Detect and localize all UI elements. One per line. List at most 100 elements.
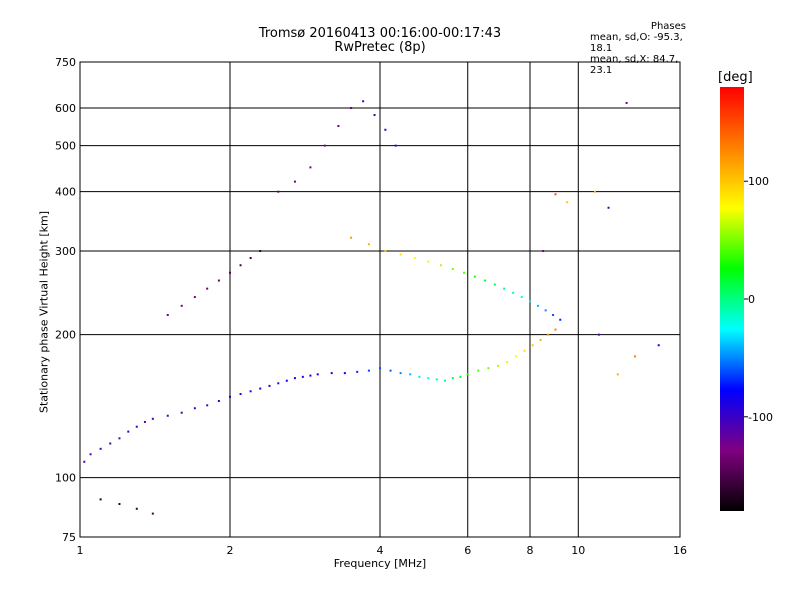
data-point xyxy=(229,271,231,274)
colorbar xyxy=(720,87,744,511)
data-point xyxy=(394,144,397,147)
data-point xyxy=(118,503,121,506)
x-tick-label: 2 xyxy=(227,544,234,557)
data-point xyxy=(259,250,262,253)
data-point xyxy=(544,309,547,312)
data-point xyxy=(451,377,454,380)
x-tick-label: 4 xyxy=(377,544,384,557)
data-point xyxy=(542,250,545,253)
data-point xyxy=(259,387,262,390)
data-point xyxy=(350,107,353,110)
data-point xyxy=(484,279,487,282)
data-point xyxy=(554,328,557,331)
plot-frame xyxy=(79,61,681,538)
data-point xyxy=(309,166,312,169)
phase-stats: Phases mean, sd,O: -95.3, 18.1 mean, sd,… xyxy=(590,21,692,76)
data-point xyxy=(506,361,509,364)
data-point xyxy=(217,400,220,403)
data-point xyxy=(239,264,242,267)
data-point xyxy=(206,287,209,290)
data-point xyxy=(99,498,102,501)
y-tick-label: 100 xyxy=(55,472,76,485)
data-point xyxy=(616,373,619,376)
data-point xyxy=(277,190,280,193)
data-point xyxy=(451,267,454,270)
data-point xyxy=(427,377,430,380)
data-point xyxy=(515,355,518,358)
data-point xyxy=(373,114,376,117)
data-point xyxy=(193,407,196,410)
y-tick-label: 600 xyxy=(55,102,76,115)
chart-title-line-1: Tromsø 20160413 00:16:00-00:17:43 xyxy=(258,26,502,41)
data-point xyxy=(657,344,660,347)
data-point xyxy=(285,379,288,382)
data-point xyxy=(118,437,121,440)
colorbar-tick-label: 0 xyxy=(748,293,755,306)
data-point xyxy=(127,430,130,433)
data-point xyxy=(337,124,340,127)
data-point xyxy=(427,260,430,263)
data-point xyxy=(554,193,557,196)
data-point xyxy=(151,512,154,515)
chart-title-line-2: RwPretec (8p) xyxy=(334,40,426,55)
data-point xyxy=(531,344,534,347)
data-point xyxy=(418,375,421,378)
data-point xyxy=(503,287,506,290)
data-point xyxy=(473,275,476,278)
data-point xyxy=(268,384,271,387)
data-point xyxy=(399,372,402,375)
colorbar-unit: [deg] xyxy=(718,70,753,85)
data-point xyxy=(409,373,412,376)
data-point xyxy=(399,253,402,256)
data-point xyxy=(301,375,304,378)
data-point xyxy=(180,411,183,414)
data-point xyxy=(277,382,280,385)
x-axis-ticks: 1 2 4 6 8 10 16 xyxy=(77,544,688,557)
data-point xyxy=(496,364,499,367)
y-tick-label: 75 xyxy=(62,531,76,544)
data-point xyxy=(593,190,596,193)
x-tick-label: 10 xyxy=(571,544,585,557)
data-point xyxy=(293,180,296,183)
x-tick-label: 6 xyxy=(464,544,471,557)
data-point xyxy=(249,390,252,393)
data-point xyxy=(367,243,370,246)
data-point xyxy=(99,447,102,450)
data-point xyxy=(607,206,610,209)
data-point xyxy=(512,291,515,294)
data-point xyxy=(493,283,496,286)
colorbar-ticks: 100 0 -100 xyxy=(744,175,773,424)
data-point xyxy=(523,349,526,352)
data-point xyxy=(180,304,183,307)
x-tick-label: 1 xyxy=(77,544,84,557)
data-point xyxy=(193,296,196,299)
chart-title: Tromsø 20160413 00:16:00-00:17:43 RwPret… xyxy=(230,27,530,55)
data-point xyxy=(330,372,333,375)
data-point xyxy=(597,333,600,336)
colorbar-tick-label: 100 xyxy=(748,175,769,188)
data-point xyxy=(634,355,637,358)
x-axis-label: Frequency [MHz] xyxy=(333,557,427,570)
y-tick-label: 750 xyxy=(55,56,76,69)
data-point xyxy=(89,453,92,456)
y-tick-label: 300 xyxy=(55,245,76,258)
data-point xyxy=(356,370,359,373)
data-point xyxy=(625,101,628,104)
grid xyxy=(80,62,680,537)
y-tick-label: 400 xyxy=(55,186,76,199)
x-tick-label: 8 xyxy=(527,544,534,557)
data-point xyxy=(389,369,392,372)
data-point xyxy=(135,507,138,510)
data-point xyxy=(477,369,480,372)
data-point xyxy=(323,144,326,147)
data-point xyxy=(109,442,112,445)
data-point xyxy=(217,279,220,282)
data-point xyxy=(384,128,387,131)
data-point xyxy=(520,296,523,299)
data-point xyxy=(379,367,381,370)
y-tick-label: 200 xyxy=(55,329,76,342)
data-point xyxy=(439,264,442,267)
x-tick-label: 16 xyxy=(673,544,687,557)
data-point xyxy=(466,373,469,376)
